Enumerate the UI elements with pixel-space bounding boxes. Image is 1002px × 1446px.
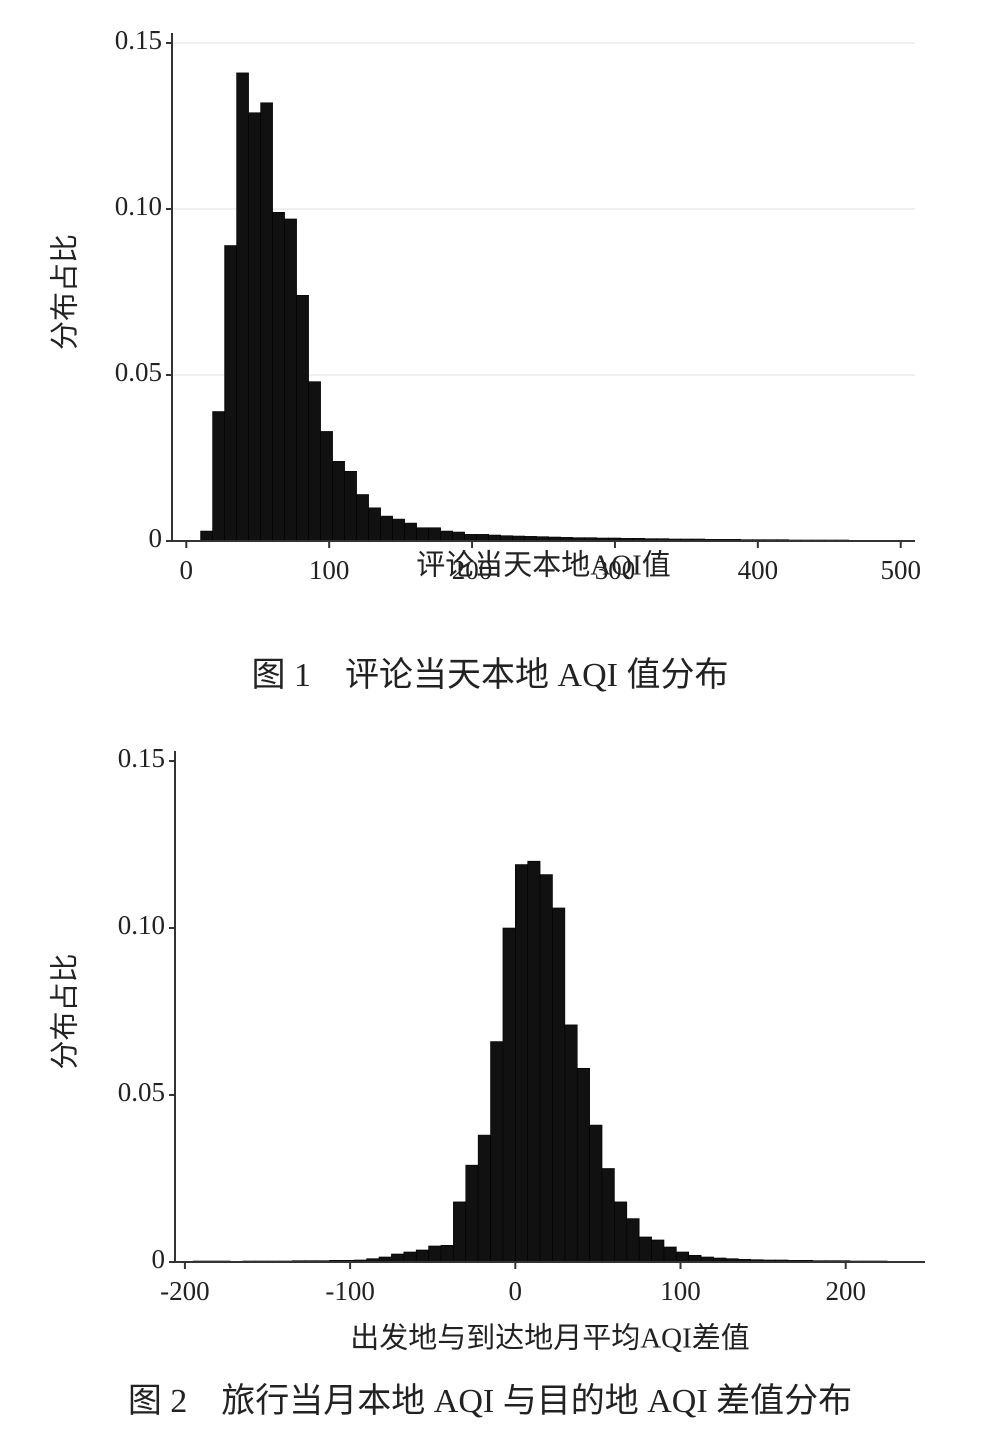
- figure-caption: 图 1 评论当天本地 AQI 值分布: [252, 656, 729, 694]
- bar: [576, 1067, 590, 1263]
- bar: [248, 112, 261, 542]
- bar: [601, 1168, 615, 1263]
- x-tick-label: 400: [738, 555, 779, 585]
- bar: [515, 864, 528, 1263]
- bar: [236, 72, 249, 542]
- bar: [260, 102, 273, 542]
- bar: [490, 1041, 504, 1263]
- bar: [589, 1124, 603, 1263]
- bar: [320, 431, 333, 542]
- x-tick-label: 100: [309, 555, 350, 585]
- x-tick-label: 500: [880, 555, 921, 585]
- bar: [452, 531, 465, 542]
- bar: [284, 218, 297, 542]
- bar: [614, 1201, 628, 1263]
- bar: [392, 518, 405, 542]
- bar: [663, 1246, 677, 1263]
- bar: [404, 522, 417, 542]
- x-tick-label: -200: [160, 1276, 210, 1306]
- y-tick-label: 0: [152, 1244, 166, 1274]
- bar: [626, 1218, 640, 1263]
- bar: [428, 527, 441, 542]
- x-tick-label: -100: [325, 1276, 375, 1306]
- y-tick-label: 0.15: [115, 25, 162, 55]
- x-tick-label: 0: [180, 555, 194, 585]
- bar: [465, 1164, 479, 1263]
- bar: [428, 1245, 442, 1263]
- bar: [391, 1253, 405, 1263]
- bar: [527, 860, 541, 1263]
- x-tick-label: 200: [452, 555, 493, 585]
- bar: [200, 530, 213, 542]
- bar: [676, 1251, 690, 1263]
- x-tick-label: 300: [595, 555, 636, 585]
- x-tick-label: 100: [660, 1276, 701, 1306]
- bar: [564, 1024, 578, 1263]
- bar: [502, 927, 516, 1263]
- y-tick-label: 0.15: [118, 743, 165, 773]
- bar: [356, 494, 369, 542]
- bar: [638, 1236, 652, 1263]
- y-tick-label: 0: [149, 523, 163, 553]
- bar: [344, 470, 357, 542]
- bar: [453, 1201, 467, 1263]
- bar: [224, 245, 237, 542]
- y-tick-label: 0.10: [118, 910, 165, 940]
- x-axis-label: 评论当天本地AQI值: [416, 549, 671, 582]
- bar: [415, 1249, 429, 1263]
- bar: [296, 295, 309, 542]
- y-tick-label: 0.05: [115, 357, 162, 387]
- bar: [440, 1245, 454, 1263]
- figure-caption: 图 2 旅行当月本地 AQI 与目的地 AQI 差值分布: [128, 1382, 852, 1420]
- bar: [368, 507, 381, 542]
- bar: [651, 1239, 665, 1263]
- bar: [440, 530, 453, 542]
- bar: [552, 907, 566, 1263]
- bar: [539, 874, 553, 1263]
- x-axis-label: 出发地与到达地月平均AQI差值: [350, 1322, 750, 1355]
- y-axis-label: 分布占比: [49, 234, 82, 350]
- bar: [332, 461, 345, 542]
- bar: [272, 212, 285, 542]
- y-axis-label: 分布占比: [49, 953, 82, 1069]
- bar: [380, 515, 393, 542]
- bar: [403, 1251, 417, 1263]
- x-tick-label: 200: [825, 1276, 866, 1306]
- bar: [477, 1134, 491, 1263]
- x-tick-label: 0: [509, 1276, 523, 1306]
- y-tick-label: 0.05: [118, 1077, 165, 1107]
- bar: [308, 381, 321, 542]
- y-tick-label: 0.10: [115, 191, 162, 221]
- bar: [212, 411, 225, 542]
- bar: [688, 1255, 702, 1263]
- bar: [416, 527, 429, 542]
